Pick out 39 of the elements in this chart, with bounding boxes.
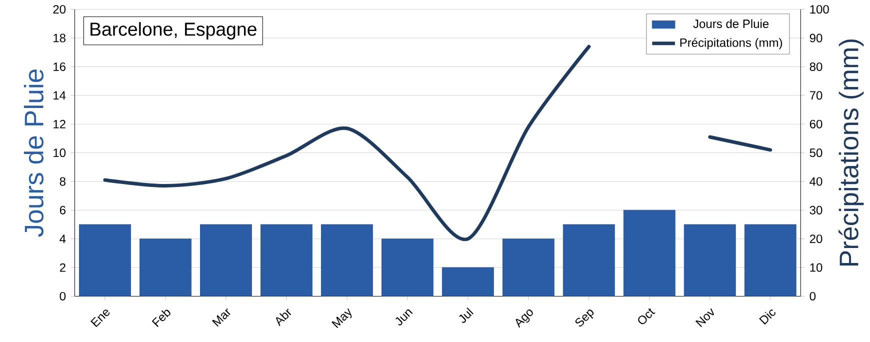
y-tick-label: 4 (60, 234, 66, 244)
y2-tick-label: 20 (810, 234, 822, 244)
y2-tick-label: 10 (810, 263, 822, 272)
legend-label: Précipitations (mm) (680, 38, 782, 50)
y2-tick-label: 40 (810, 177, 822, 186)
y-tick-label: 12 (54, 120, 66, 128)
y-tick-label: 8 (60, 177, 66, 186)
x-tick-label: Feb (152, 310, 170, 328)
x-tick-label: Ago (516, 310, 533, 328)
y2-tick-label: 90 (810, 34, 822, 42)
y2-tick-label: 30 (810, 206, 822, 215)
x-tick-label: Oct (638, 308, 656, 324)
x-tick-label: Sep (575, 310, 594, 327)
x-tick-label: May (332, 308, 352, 328)
x-tick-label: Jul (459, 308, 474, 324)
x-tick-label: Nov (695, 308, 714, 328)
y-tick-label: 14 (54, 91, 66, 100)
y2-tick-label: 80 (810, 62, 822, 72)
text: Barcelone, Espagne (90, 22, 256, 40)
y-tick-label: 0 (60, 292, 66, 301)
x-tick-label: Ene (90, 310, 110, 328)
y-tick-label: 18 (54, 34, 66, 42)
y-tick-label: 2 (60, 264, 66, 272)
y2-tick-label: 70 (810, 91, 822, 100)
y-tick-label: 16 (54, 62, 66, 72)
x-tick-label: Mar (212, 308, 230, 327)
y2-tick-label: 100 (810, 5, 829, 14)
x-tick-label: Dic (759, 310, 776, 325)
y-tick-label: 10 (54, 148, 66, 158)
legend-label: Jours de Pluie (693, 19, 769, 28)
y-tick-label: 20 (53, 5, 66, 14)
y-tick-label: 6 (60, 206, 66, 215)
y2-tick-label: 0 (810, 292, 816, 301)
y2-axis-title: Précipitations (mm) (838, 40, 864, 266)
x-tick-label: Abr (276, 308, 292, 326)
x-tick-label: Jun (395, 310, 413, 326)
y-axis-title: Jours de Pluie (24, 70, 44, 238)
y2-tick-label: 60 (810, 120, 822, 129)
y2-tick-label: 50 (810, 148, 822, 158)
